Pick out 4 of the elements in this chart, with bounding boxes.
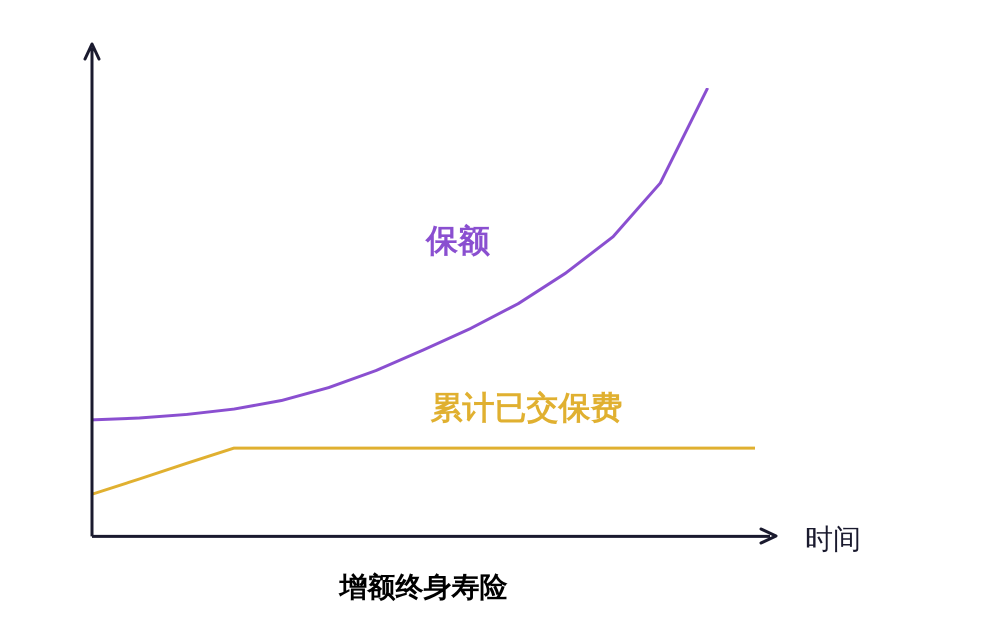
text: 增额终身寿险 <box>338 570 508 604</box>
series-label: 累计已交保费 <box>430 388 623 426</box>
series-label: 保额 <box>424 222 490 260</box>
x-axis-title: 时间 <box>805 522 861 556</box>
